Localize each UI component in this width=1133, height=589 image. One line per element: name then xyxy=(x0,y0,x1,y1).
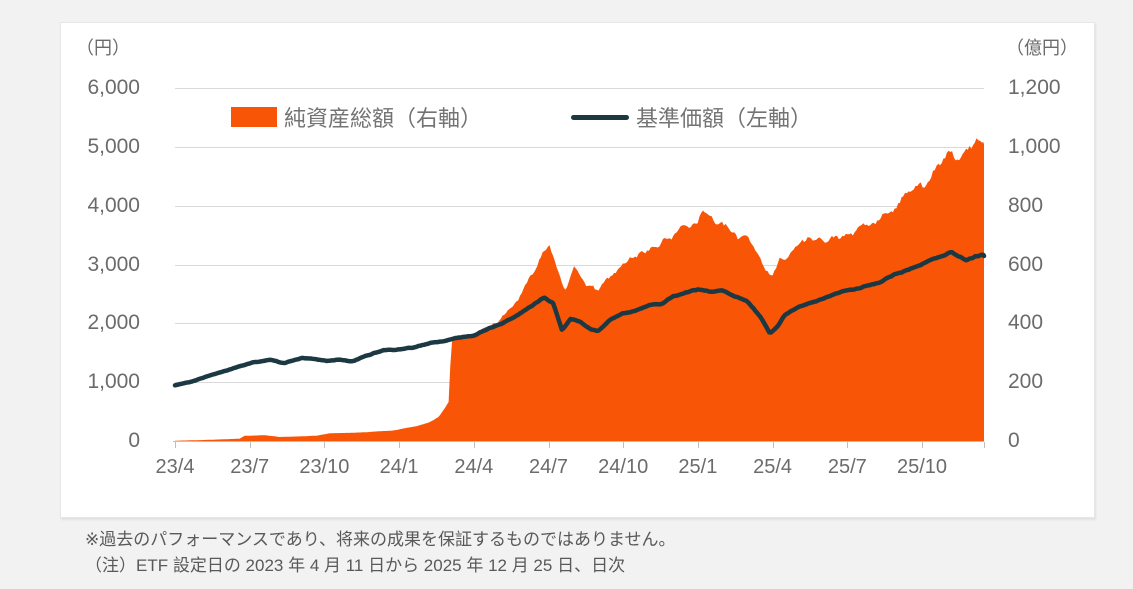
axis-tick-label: 5,000 xyxy=(87,134,140,158)
legend-label-aum: 純資産総額（右軸） xyxy=(284,106,483,131)
axis-tick-label: 600 xyxy=(1008,252,1044,276)
axis-tick-label: 6,000 xyxy=(87,76,140,99)
axis-tick-label: 24/4 xyxy=(454,456,494,478)
right-axis-unit-label: （億円） xyxy=(1006,38,1078,58)
axis-tick-label: 24/1 xyxy=(379,456,419,478)
axis-tick-label: 2,000 xyxy=(87,311,140,335)
left-axis-unit-label: （円） xyxy=(76,38,130,58)
legend-item-nav: 基準価額（左軸） xyxy=(571,104,813,131)
axis-tick-label: 23/10 xyxy=(299,456,350,478)
footnote-period: （注）ETF 設定日の 2023 年 4 月 11 日から 2025 年 12 … xyxy=(85,556,626,575)
axis-tick-label: 0 xyxy=(128,429,140,452)
legend-item-aum: 純資産総額（右軸） xyxy=(231,104,483,131)
axis-tick-label: 800 xyxy=(1008,193,1044,217)
axis-tick-label: 1,200 xyxy=(1008,76,1061,99)
nav-line-series xyxy=(172,249,987,388)
axis-tick-label: 23/7 xyxy=(230,456,270,478)
axis-tick-label: 24/10 xyxy=(598,456,649,478)
axis-tick-label: 23/4 xyxy=(155,456,195,478)
axis-tick-label: 25/4 xyxy=(753,456,793,478)
axis-tick-label: 400 xyxy=(1008,311,1044,335)
axis-tick-label: 25/10 xyxy=(896,456,948,478)
area-swatch-icon xyxy=(231,107,277,127)
aum-area-series xyxy=(175,138,984,441)
legend-label-nav: 基準価額（左軸） xyxy=(636,106,813,131)
axis-tick-label: 24/7 xyxy=(529,456,568,478)
axis-tick-label: 3,000 xyxy=(87,252,140,276)
axis-tick-label: 4,000 xyxy=(87,193,140,217)
line-swatch-icon xyxy=(571,114,629,120)
footnote-disclaimer: ※過去のパフォーマンスであり、将来の成果を保証するものではありません。 xyxy=(85,530,676,549)
axis-tick-label: 25/1 xyxy=(678,456,718,478)
axis-tick-label: 1,000 xyxy=(1008,134,1061,158)
axis-tick-label: 25/7 xyxy=(827,456,867,478)
axis-tick-label: 1,000 xyxy=(87,370,140,394)
axis-tick-label: 0 xyxy=(1008,429,1020,452)
axis-tick-label: 200 xyxy=(1008,370,1044,394)
